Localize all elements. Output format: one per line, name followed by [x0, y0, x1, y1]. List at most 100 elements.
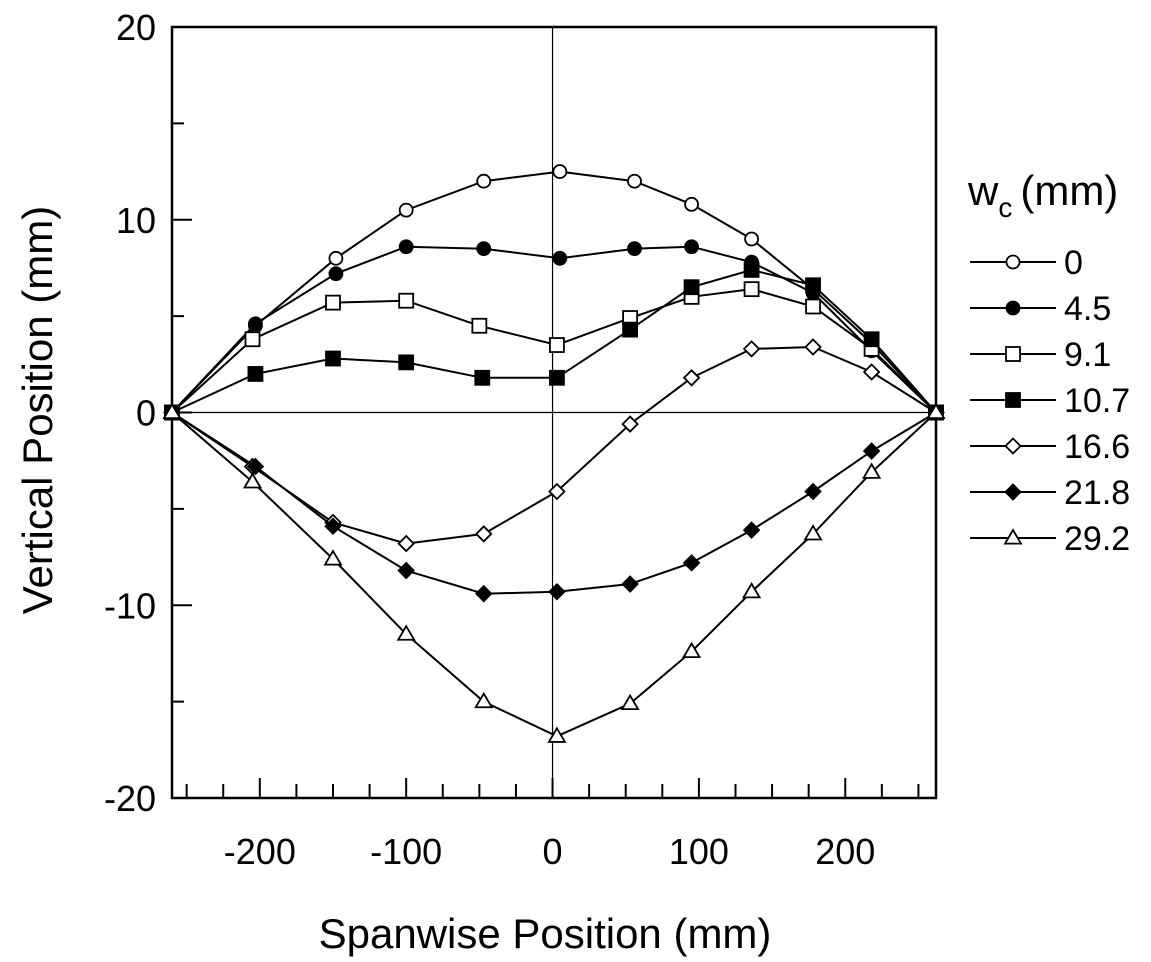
data-point	[804, 482, 822, 501]
data-point	[621, 415, 639, 433]
series-line	[171, 268, 937, 414]
x-axis: -200 -100 0 100 200	[185, 778, 920, 872]
data-point	[244, 331, 261, 348]
series-4-5	[164, 239, 944, 420]
y-tick-label: -10	[104, 585, 156, 626]
series-line	[171, 170, 937, 414]
legend-entry: 4.5	[970, 290, 1111, 328]
legend-label: 10.7	[1064, 382, 1130, 420]
legend-entry: 10.7	[970, 382, 1130, 420]
data-point	[246, 457, 265, 476]
data-point	[684, 239, 699, 255]
legend-entry: 9.1	[970, 336, 1111, 374]
legend-label: 21.8	[1064, 474, 1130, 512]
data-point	[323, 549, 343, 566]
data-point	[805, 277, 821, 294]
data-point	[328, 266, 344, 282]
legend-label: 29.2	[1064, 520, 1130, 558]
y-tick-label: 0	[136, 393, 156, 434]
legend-title-unit: (mm)	[1020, 167, 1118, 214]
series-layer	[162, 164, 946, 743]
legend-entry: 0	[970, 244, 1083, 282]
data-point	[398, 354, 415, 371]
data-point	[684, 196, 699, 212]
data-point	[548, 582, 566, 601]
data-point	[862, 442, 881, 460]
data-point	[1004, 437, 1022, 455]
data-point	[397, 534, 415, 553]
data-point	[398, 292, 415, 309]
data-point	[325, 294, 341, 311]
data-point	[476, 241, 492, 257]
data-point	[548, 482, 566, 501]
y-axis: -20 -10 0 10 20	[104, 7, 192, 819]
data-point	[474, 691, 494, 709]
data-point	[474, 369, 491, 386]
data-point	[398, 202, 414, 218]
data-point	[474, 525, 493, 543]
legend-entry: 21.8	[970, 474, 1130, 512]
series-line	[171, 345, 937, 545]
series-line	[171, 411, 937, 738]
data-point	[474, 584, 493, 603]
plot-area	[170, 25, 938, 800]
data-point	[682, 554, 701, 572]
y-axis-title: Vertical Position (mm)	[14, 206, 61, 614]
data-point	[476, 173, 492, 189]
data-point	[682, 369, 701, 387]
series-29-2	[162, 402, 946, 743]
data-point	[682, 641, 702, 659]
data-point	[803, 524, 823, 541]
x-tick-label: -100	[370, 831, 442, 872]
data-point	[862, 462, 882, 479]
data-point	[396, 624, 416, 641]
series-line	[171, 288, 937, 414]
x-tick-label: 0	[543, 831, 563, 872]
legend-title-sub: c	[998, 192, 1012, 223]
legend-title: wc (mm)	[967, 167, 1118, 223]
data-point	[1005, 254, 1021, 270]
series-line	[171, 411, 937, 595]
data-point	[549, 337, 565, 353]
x-tick-label: 200	[815, 831, 875, 872]
legend: wc (mm) 0 4.5 9.1 10.7 16.6 21.8 29.2	[967, 167, 1130, 558]
data-point	[1004, 483, 1022, 501]
data-point	[1003, 528, 1023, 545]
x-tick-label: -200	[224, 831, 296, 872]
data-point	[328, 250, 344, 266]
data-point	[743, 261, 760, 278]
data-point	[743, 281, 760, 298]
data-point	[162, 402, 182, 420]
data-point	[805, 298, 821, 315]
data-point	[1005, 300, 1021, 316]
data-point	[248, 316, 263, 332]
data-point	[863, 331, 880, 348]
y-tick-label: -20	[104, 778, 156, 819]
x-axis-title: Spanwise Position (mm)	[319, 910, 772, 957]
data-point	[926, 402, 946, 420]
data-point	[620, 693, 640, 711]
legend-title-main: w	[967, 167, 999, 214]
data-point	[324, 517, 342, 535]
legend-label: 16.6	[1064, 428, 1130, 466]
data-point	[547, 726, 567, 743]
data-point	[621, 575, 639, 593]
data-point	[325, 350, 341, 367]
legend-label: 0	[1064, 244, 1083, 282]
data-point	[1005, 392, 1021, 408]
data-point	[804, 338, 822, 356]
legend-label: 4.5	[1064, 290, 1111, 328]
data-point	[242, 472, 263, 489]
series-21-8	[163, 403, 945, 603]
x-tick-label: 100	[669, 831, 729, 872]
data-point	[471, 317, 488, 334]
data-point	[742, 521, 761, 539]
data-point	[397, 561, 415, 580]
data-point	[683, 279, 700, 296]
data-point	[627, 241, 642, 257]
series-line	[171, 245, 937, 414]
data-point	[1005, 346, 1021, 362]
data-point	[742, 581, 762, 599]
data-point	[552, 250, 568, 266]
data-point	[622, 321, 639, 338]
